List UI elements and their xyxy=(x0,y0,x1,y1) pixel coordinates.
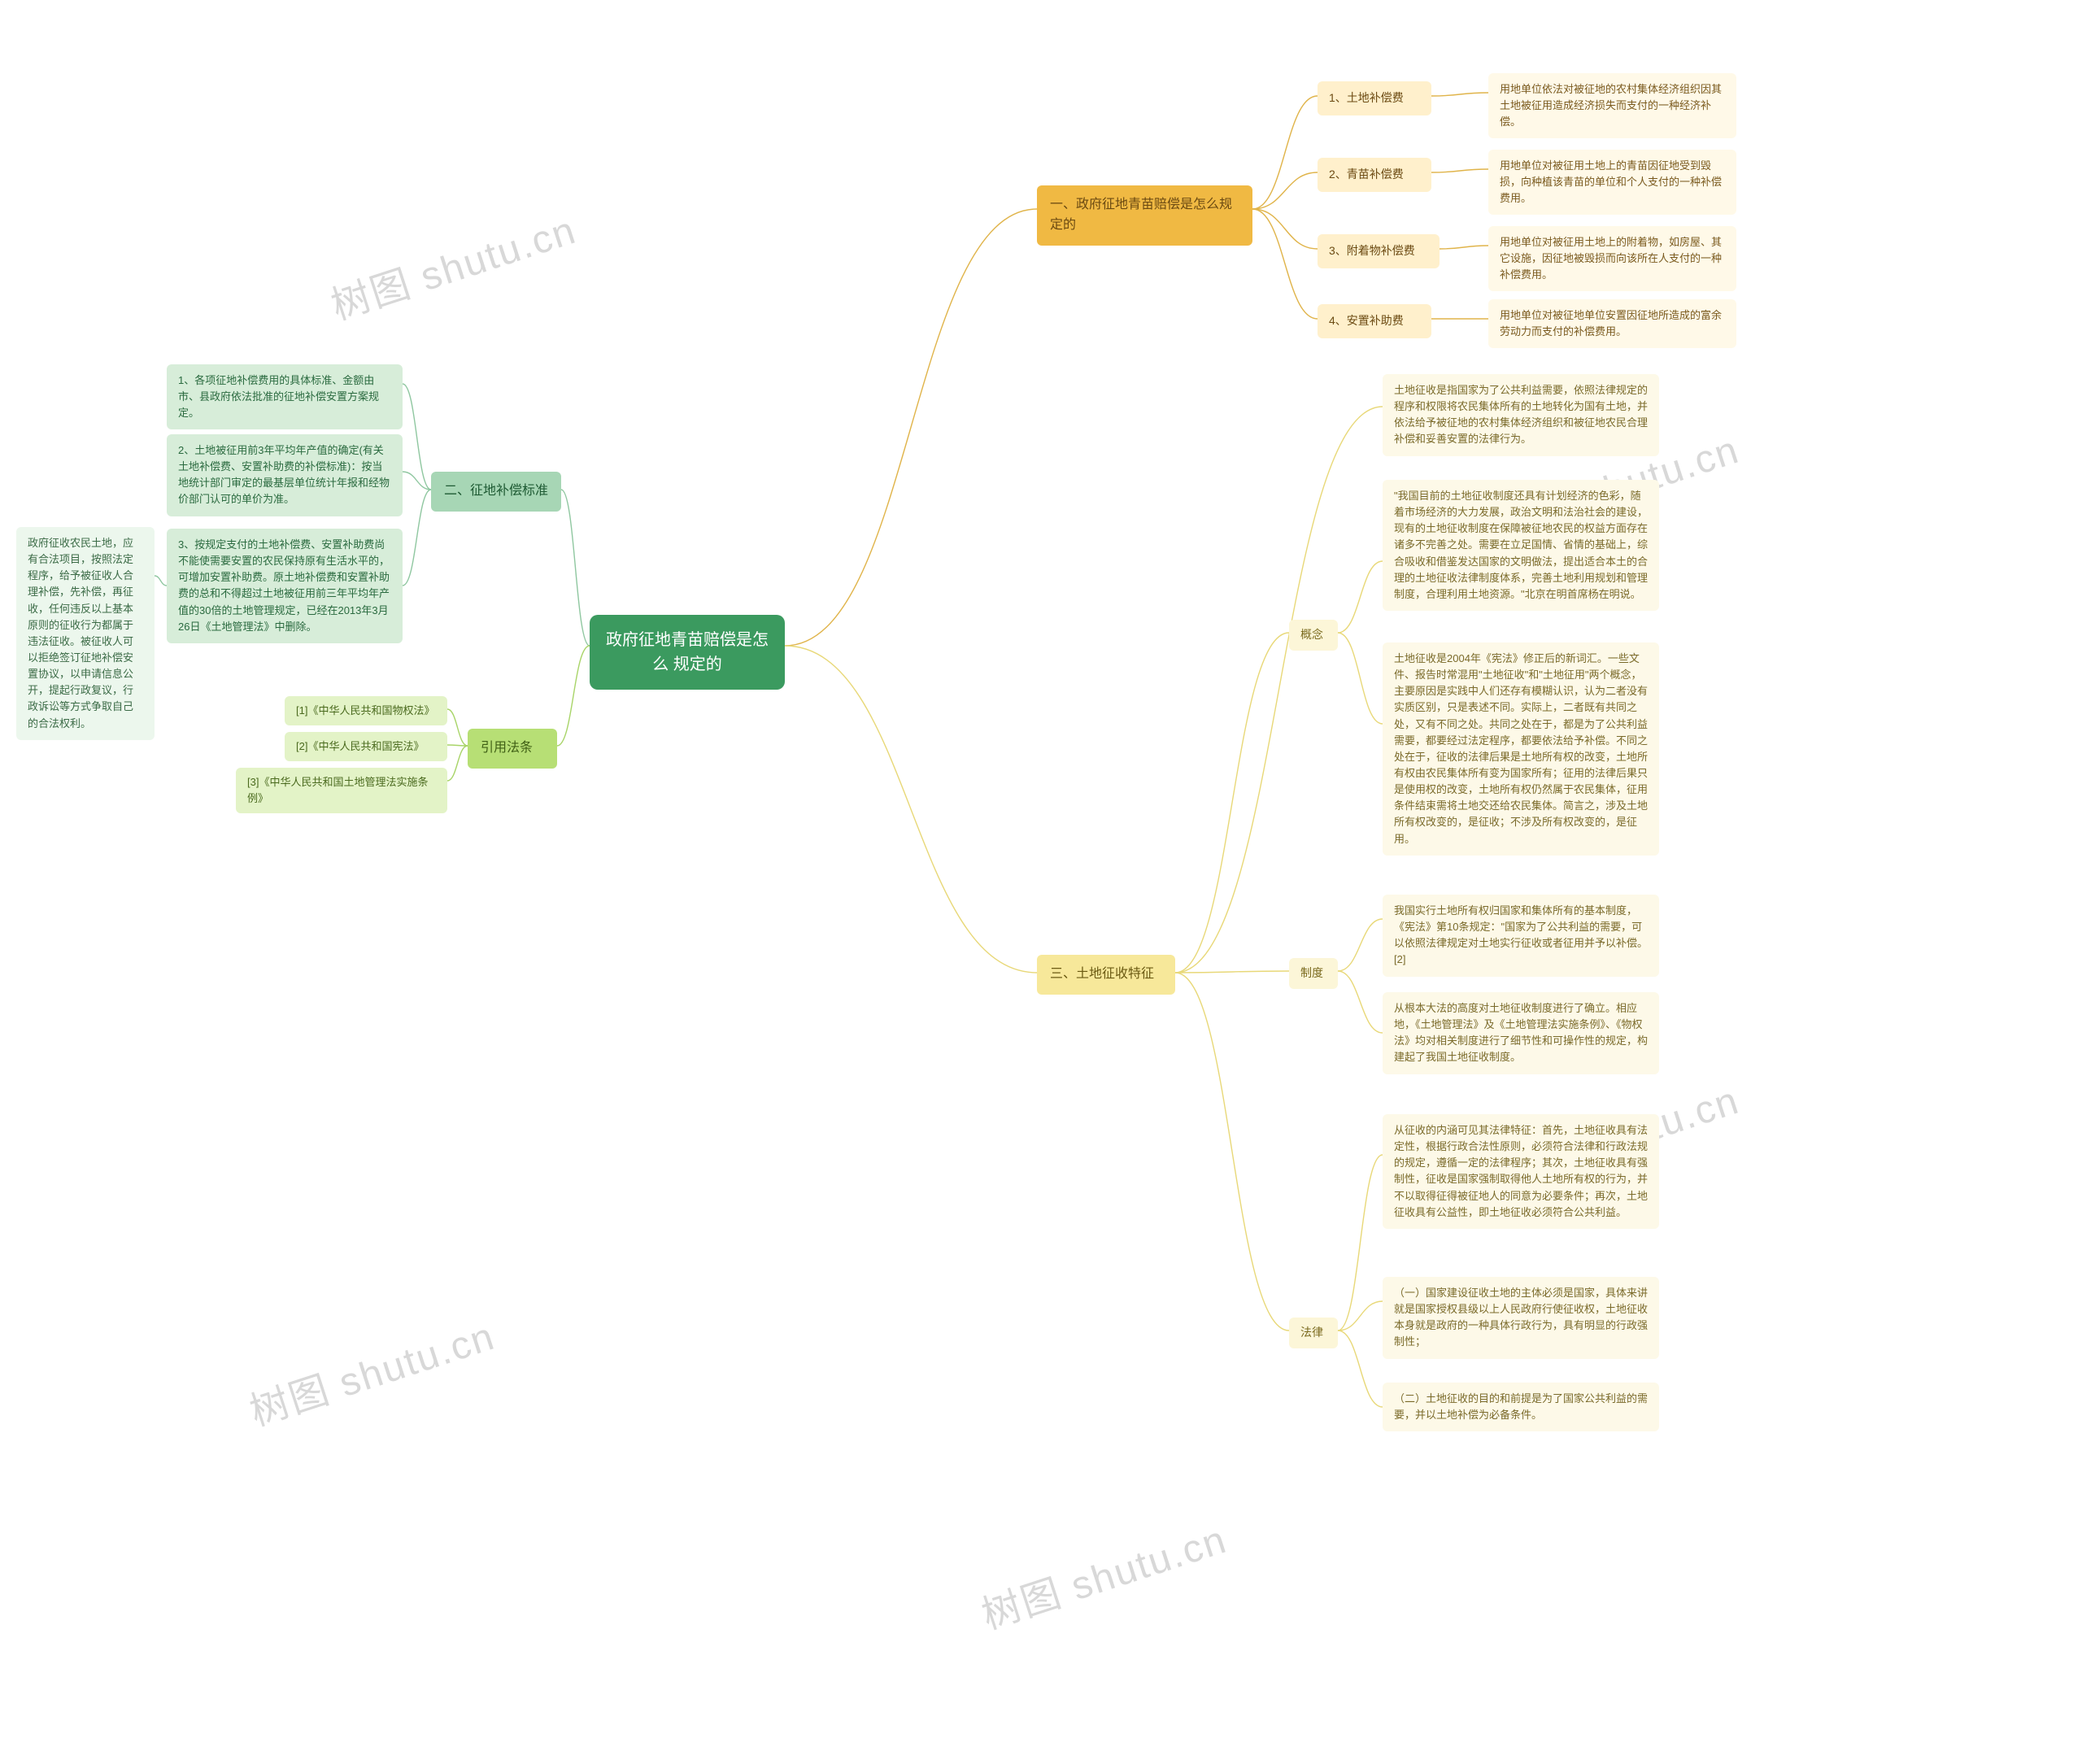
section-2-trailing: 政府征收农民土地，应有合法项目，按照法定程序，给予被征收人合理补偿，先补偿，再征… xyxy=(16,527,155,740)
section-4-group-1-leaf-1: "我国目前的土地征收制度还具有计划经济的色彩，随着市场经济的大力发展，政治文明和… xyxy=(1383,480,1659,611)
section-4-group-2-leaf-1: 我国实行土地所有权归国家和集体所有的基本制度，《宪法》第10条规定："国家为了公… xyxy=(1383,895,1659,977)
section-1-leaf-1: 用地单位依法对被征地的农村集体经济组织因其土地被征用造成经济损失而支付的一种经济… xyxy=(1488,73,1736,138)
section-1-item-1: 1、土地补偿费 xyxy=(1318,81,1431,115)
root-node: 政府征地青苗赔偿是怎么 规定的 xyxy=(590,615,785,690)
section-2-title: 二、征地补偿标准 xyxy=(431,472,561,512)
section-1-item-3: 3、附着物补偿费 xyxy=(1318,234,1440,268)
section-1-item-4: 4、安置补助费 xyxy=(1318,304,1431,338)
section-3-item-2: [2]《中华人民共和国宪法》 xyxy=(285,732,447,761)
section-4-title: 三、土地征收特征 xyxy=(1037,955,1175,995)
section-3-item-3: [3]《中华人民共和国土地管理法实施条例》 xyxy=(236,768,447,813)
section-4-group-2-leaf-2: 从根本大法的高度对土地征收制度进行了确立。相应地，《土地管理法》及《土地管理法实… xyxy=(1383,992,1659,1074)
section-4-group-3-leaf-3: （二）土地征收的目的和前提是为了国家公共利益的需要，并以土地补偿为必备条件。 xyxy=(1383,1383,1659,1431)
section-2-item-2: 2、土地被征用前3年平均年产值的确定(有关土地补偿费、安置补助费的补偿标准)：按… xyxy=(167,434,403,516)
section-4-group-1-leaf-2: 土地征收是2004年《宪法》修正后的新词汇。一些文件、报告时常混用"土地征收"和… xyxy=(1383,642,1659,856)
section-4-intro: 土地征收是指国家为了公共利益需要，依照法律规定的程序和权限将农民集体所有的土地转… xyxy=(1383,374,1659,456)
watermark: 树图 shutu.cn xyxy=(242,1304,501,1436)
watermark: 树图 shutu.cn xyxy=(973,1507,1233,1640)
section-4-group-1: 概念 xyxy=(1289,620,1338,651)
section-1-leaf-4: 用地单位对被征地单位安置因征地所造成的富余劳动力而支付的补偿费用。 xyxy=(1488,299,1736,348)
section-3-title: 引用法条 xyxy=(468,729,557,769)
watermark: 树图 shutu.cn xyxy=(323,198,582,330)
section-2-item-1: 1、各项征地补偿费用的具体标准、金额由市、县政府依法批准的征地补偿安置方案规定。 xyxy=(167,364,403,429)
section-1-leaf-2: 用地单位对被征用土地上的青苗因征地受到毁损，向种植该青苗的单位和个人支付的一种补… xyxy=(1488,150,1736,215)
section-2-item-3: 3、按规定支付的土地补偿费、安置补助费尚不能使需要安置的农民保持原有生活水平的，… xyxy=(167,529,403,643)
connectors-layer xyxy=(0,0,2082,1764)
section-4-group-3-leaf-2: （一）国家建设征收土地的主体必须是国家，具体来讲就是国家授权县级以上人民政府行使… xyxy=(1383,1277,1659,1359)
section-3-item-1: [1]《中华人民共和国物权法》 xyxy=(285,696,447,725)
section-4-group-3: 法律 xyxy=(1289,1318,1338,1348)
section-4-group-3-leaf-1: 从征收的内涵可见其法律特征：首先，土地征收具有法定性，根据行政合法性原则，必须符… xyxy=(1383,1114,1659,1229)
section-1-leaf-3: 用地单位对被征用土地上的附着物，如房屋、其它设施，因征地被毁损而向该所在人支付的… xyxy=(1488,226,1736,291)
section-1-title: 一、政府征地青苗赔偿是怎么规定的 xyxy=(1037,185,1252,246)
section-1-item-2: 2、青苗补偿费 xyxy=(1318,158,1431,192)
section-4-group-2: 制度 xyxy=(1289,958,1338,989)
